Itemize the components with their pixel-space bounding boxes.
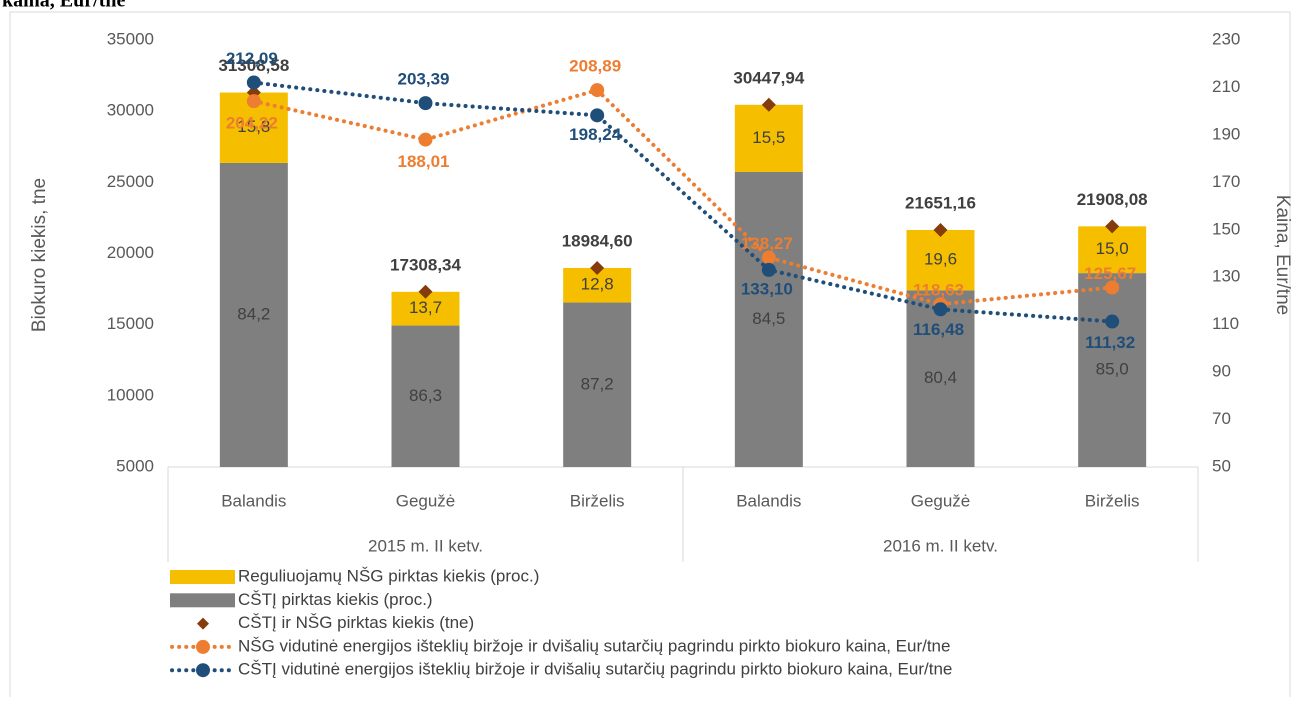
price-marker <box>418 132 433 147</box>
bar-label: 12,8 <box>581 275 614 294</box>
price-marker <box>590 108 605 123</box>
total-label: 21651,16 <box>905 193 976 212</box>
price-label: 116,48 <box>913 320 964 339</box>
price-marker <box>1105 280 1120 295</box>
price-line <box>251 87 1115 307</box>
total-label: 17308,34 <box>390 255 461 274</box>
price-marker <box>761 262 776 277</box>
y-axis-title: Biokuro kiekis, tne <box>29 178 50 332</box>
x-tick-label: Balandis <box>736 491 801 510</box>
bar-label: 15,0 <box>1096 239 1129 258</box>
price-label: 198,24 <box>569 125 622 144</box>
y-tick-label: 25000 <box>107 172 154 191</box>
price-marker <box>246 94 261 109</box>
total-marker <box>933 222 948 237</box>
y2-tick-label: 230 <box>1212 29 1240 48</box>
legend-swatch <box>197 617 209 630</box>
bar-segment <box>219 162 288 468</box>
x-tick-label: Birželis <box>1085 491 1140 510</box>
group-label: 2016 m. II ketv. <box>883 536 998 555</box>
x-tick-label: Birželis <box>570 491 625 510</box>
price-label: 203,39 <box>398 70 450 89</box>
y-tick-label: 15000 <box>107 314 154 333</box>
bar-label: 19,6 <box>924 250 957 269</box>
bar-segment <box>391 325 460 467</box>
legend-label: CŠTĮ ir NŠG pirktas kiekis (tne) <box>238 613 474 632</box>
price-marker <box>1105 314 1120 329</box>
y2-tick-label: 170 <box>1212 172 1240 191</box>
y-tick-label: 35000 <box>107 29 154 48</box>
y2-tick-label: 50 <box>1212 456 1231 475</box>
total-marker <box>1105 219 1120 234</box>
y2-tick-label: 110 <box>1212 314 1239 333</box>
heading: kaina, Eur/tne <box>2 0 125 12</box>
y2-tick-label: 130 <box>1212 267 1240 286</box>
bar-label: 15,5 <box>752 128 785 147</box>
y2-tick-label: 90 <box>1212 362 1231 381</box>
bar-segment <box>1078 273 1147 467</box>
y-tick-label: 5000 <box>116 456 154 475</box>
total-marker <box>418 284 433 299</box>
y2-axis-title: Kaina, Eur/tne <box>1272 195 1293 315</box>
price-marker <box>933 302 948 317</box>
bar-label: 86,3 <box>409 386 442 405</box>
price-label: 125,67 <box>1084 264 1136 283</box>
legend-swatch <box>196 639 210 654</box>
price-marker <box>761 250 776 265</box>
bar-segment <box>906 229 975 291</box>
x-tick-label: Balandis <box>221 491 286 510</box>
x-tick-label: Gegužė <box>396 491 456 510</box>
bar-label: 87,2 <box>581 374 614 393</box>
total-label: 21908,08 <box>1077 190 1148 209</box>
legend-swatch <box>170 593 235 608</box>
bar-label: 85,0 <box>1096 360 1129 379</box>
total-marker <box>761 97 776 112</box>
price-label: 133,10 <box>741 279 793 298</box>
price-marker <box>418 96 433 111</box>
y2-tick-label: 210 <box>1212 77 1240 96</box>
bar-label: 84,2 <box>237 304 270 323</box>
price-label: 208,89 <box>569 57 621 76</box>
total-marker <box>590 260 605 275</box>
bar-label: 13,7 <box>409 298 442 317</box>
bar-label: 80,4 <box>924 368 957 387</box>
bar-segment <box>734 171 803 467</box>
price-label: 118,63 <box>913 281 964 300</box>
bar-label: 84,5 <box>752 309 785 328</box>
legend-label: CŠTĮ pirktas kiekis (proc.) <box>238 590 433 609</box>
price-label: 212,09 <box>226 49 278 68</box>
legend-label: NŠG vidutinė energijos išteklių biržoje … <box>238 636 950 655</box>
legend-swatch <box>170 570 235 584</box>
bar-segment <box>1078 226 1147 274</box>
x-tick-label: Gegužė <box>911 491 971 510</box>
group-label: 2015 m. II ketv. <box>368 536 483 555</box>
y2-tick-label: 70 <box>1212 409 1231 428</box>
price-label: 204,22 <box>226 114 278 133</box>
legend-swatch <box>196 663 210 678</box>
price-label: 188,01 <box>398 152 450 171</box>
bar-segment <box>906 290 975 467</box>
total-label: 18984,60 <box>562 231 633 250</box>
y-tick-label: 10000 <box>107 385 154 404</box>
price-marker <box>246 75 261 90</box>
price-label: 111,32 <box>1085 333 1135 352</box>
legend-label: Reguliuojamų NŠG pirktas kiekis (proc.) <box>238 566 539 585</box>
bar-label: 15,8 <box>237 117 270 136</box>
legend-label: CŠTĮ vidutinė energijos išteklių biržoje… <box>238 660 952 679</box>
price-line <box>251 80 1115 324</box>
bar-segment <box>734 104 803 172</box>
y-tick-label: 30000 <box>107 101 154 120</box>
price-label: 138,27 <box>741 234 793 253</box>
y-tick-label: 20000 <box>107 243 154 262</box>
chart-frame <box>9 11 1291 702</box>
price-marker <box>590 83 605 98</box>
total-label: 30447,94 <box>733 68 804 87</box>
bar-segment <box>563 302 632 467</box>
total-label: 31308,58 <box>218 56 289 75</box>
y2-tick-label: 150 <box>1212 219 1240 238</box>
y2-tick-label: 190 <box>1212 124 1240 143</box>
